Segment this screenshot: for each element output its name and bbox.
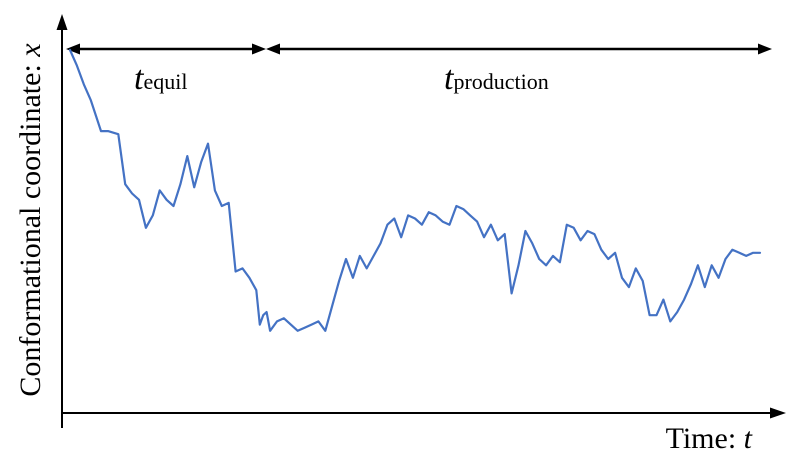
production-span-right-head <box>758 43 772 55</box>
x-axis-label-text: Time: <box>666 422 744 455</box>
y-axis-label-text: Conformational coordinate: <box>14 57 47 397</box>
trajectory-series <box>68 48 762 332</box>
production-label-symbol: t <box>444 60 455 97</box>
equil-label-subscript: equil <box>143 69 187 94</box>
equil-label-symbol: t <box>134 60 145 97</box>
y-axis-arrowhead <box>56 14 68 30</box>
trajectory-line <box>68 48 762 332</box>
equil-span-left-head <box>66 43 80 55</box>
equil-label: tequil <box>134 60 187 97</box>
y-axis-label: Conformational coordinate: x <box>14 43 47 397</box>
y-axis-label-variable: x <box>14 43 47 58</box>
production-label-subscript: production <box>453 69 548 94</box>
x-axis-arrowhead <box>770 407 786 419</box>
equil-span-right-head <box>252 43 266 55</box>
x-axis-label-variable: t <box>744 422 753 455</box>
equil-span-arrow <box>66 43 266 55</box>
production-span-arrow <box>266 43 772 55</box>
production-span-left-head <box>266 43 280 55</box>
production-label: tproduction <box>444 60 549 97</box>
x-axis-label: Time: t <box>666 422 753 455</box>
